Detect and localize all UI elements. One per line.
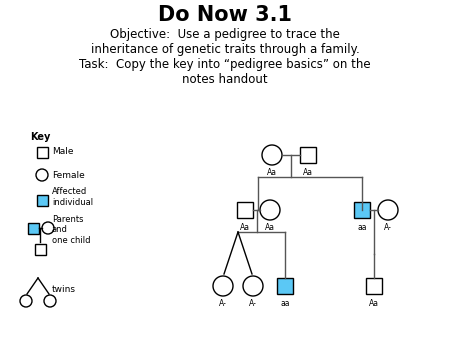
FancyBboxPatch shape (36, 194, 48, 206)
Text: Female: Female (52, 170, 85, 179)
FancyBboxPatch shape (36, 146, 48, 158)
Text: Affected
individual: Affected individual (52, 187, 93, 207)
Circle shape (42, 222, 54, 234)
FancyBboxPatch shape (237, 202, 253, 218)
Circle shape (378, 200, 398, 220)
FancyBboxPatch shape (277, 278, 293, 294)
Text: Objective:  Use a pedigree to trace the
inheritance of genetic traits through a : Objective: Use a pedigree to trace the i… (79, 28, 371, 86)
Text: Male: Male (52, 147, 73, 156)
Text: Aa: Aa (303, 168, 313, 177)
Text: Key: Key (30, 132, 50, 142)
Text: Parents
and
one child: Parents and one child (52, 215, 90, 245)
Circle shape (20, 295, 32, 307)
Text: A-: A- (249, 299, 257, 308)
Text: A-: A- (219, 299, 227, 308)
Text: aa: aa (280, 299, 290, 308)
Text: Aa: Aa (240, 223, 250, 232)
Circle shape (262, 145, 282, 165)
Text: A-: A- (384, 223, 392, 232)
Circle shape (44, 295, 56, 307)
FancyBboxPatch shape (366, 278, 382, 294)
FancyBboxPatch shape (35, 243, 45, 255)
Text: Do Now 3.1: Do Now 3.1 (158, 5, 292, 25)
FancyBboxPatch shape (27, 222, 39, 234)
FancyBboxPatch shape (300, 147, 316, 163)
FancyBboxPatch shape (354, 202, 370, 218)
Text: twins: twins (52, 286, 76, 294)
Circle shape (213, 276, 233, 296)
Text: aa: aa (357, 223, 367, 232)
Text: Aa: Aa (265, 223, 275, 232)
Text: Aa: Aa (369, 299, 379, 308)
Circle shape (260, 200, 280, 220)
Circle shape (243, 276, 263, 296)
Circle shape (36, 169, 48, 181)
Text: Aa: Aa (267, 168, 277, 177)
